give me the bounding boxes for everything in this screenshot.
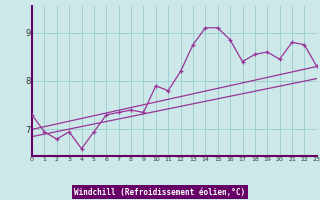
Text: Windchill (Refroidissement éolien,°C): Windchill (Refroidissement éolien,°C): [75, 188, 245, 196]
